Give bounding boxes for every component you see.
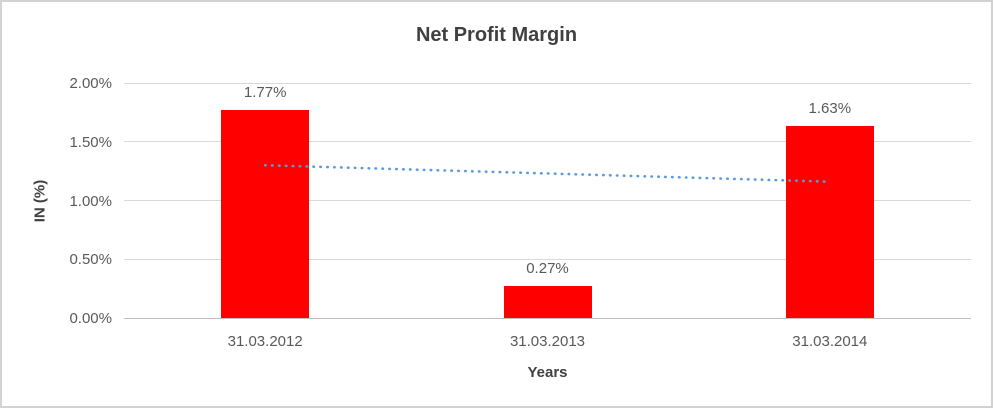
y-axis-tick-label: 0.50%: [69, 251, 112, 269]
x-axis-line: [124, 317, 971, 319]
bar-value-label: 0.27%: [526, 260, 569, 278]
x-axis-title: Years: [527, 364, 568, 381]
y-axis-tick-label: 1.50%: [69, 133, 112, 151]
y-axis-tick-label: 2.00%: [69, 75, 112, 92]
bar: [785, 126, 874, 318]
gridline: [124, 258, 971, 260]
y-axis-tick-label: 1.00%: [69, 192, 112, 210]
gridline: [124, 200, 971, 201]
x-axis-tick-label: 31.03.2012: [227, 333, 303, 350]
chart-title: Net Profit Margin: [415, 24, 578, 46]
x-axis-tick-label: 31.03.2014: [792, 333, 868, 350]
bar-value-label: 1.63%: [808, 100, 852, 118]
gridline: [124, 141, 971, 143]
bar: [221, 110, 310, 318]
bar: [503, 286, 592, 318]
gridline: [124, 82, 971, 84]
y-axis-tick-label: 0.00%: [69, 310, 112, 327]
bar-value-label: 1.77%: [243, 84, 287, 102]
trendline: [263, 163, 832, 183]
x-axis-tick-label: 31.03.2013: [509, 333, 586, 350]
